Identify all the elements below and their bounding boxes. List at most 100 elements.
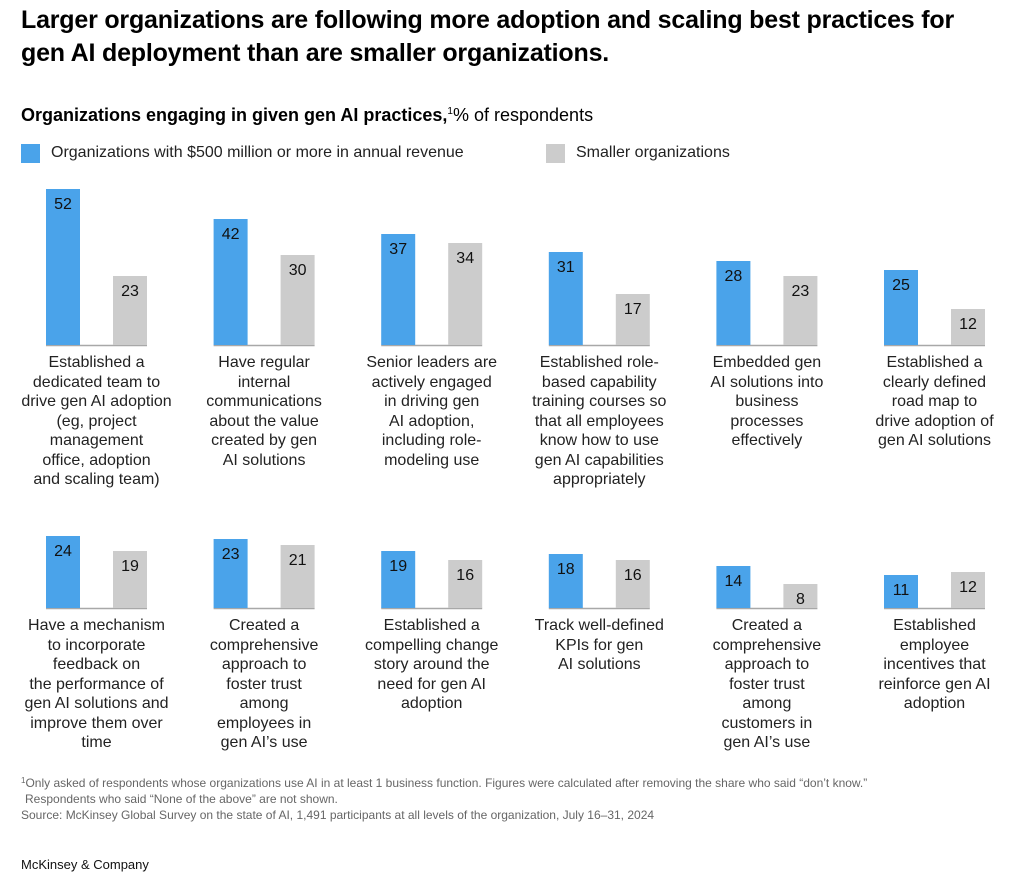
category-label-line: clearly defined bbox=[882, 373, 987, 391]
category-label-line: Created a bbox=[731, 617, 803, 634]
data-label: 28 bbox=[725, 268, 743, 285]
category-label: Created a comprehensive approach to foster … bbox=[687, 616, 847, 753]
category-label-line: compelling change bbox=[364, 636, 499, 654]
data-label: 23 bbox=[121, 283, 139, 300]
data-label: 25 bbox=[892, 277, 910, 294]
category-label: Created a comprehensive approach to foster … bbox=[184, 616, 344, 753]
data-label: 18 bbox=[557, 561, 575, 578]
footnote-1-text: Only asked of respondents whose organiza… bbox=[25, 776, 868, 790]
bar-large-orgs bbox=[548, 554, 583, 608]
category-label-line: AI solutions bbox=[222, 451, 306, 469]
category-label-line: in driving gen bbox=[384, 393, 480, 410]
category-label-line: actively engaged bbox=[371, 373, 492, 391]
category-label-line: time bbox=[81, 734, 112, 751]
category-label-line: Established a bbox=[48, 354, 145, 371]
footnotes: 1Only asked of respondents whose organiz… bbox=[21, 773, 867, 823]
category-label: Established role-based capability trainin… bbox=[519, 353, 679, 490]
data-label: 14 bbox=[725, 573, 743, 590]
category-label: Established a dedicated team to drive gen … bbox=[17, 353, 177, 490]
category-label-line: Have a mechanism bbox=[28, 617, 165, 634]
category-label-line: drive adoption of bbox=[875, 412, 994, 430]
data-label: 24 bbox=[54, 543, 72, 560]
category-label: Established employee incentives that reinfo… bbox=[855, 616, 1015, 714]
category-label-line: management bbox=[49, 432, 144, 449]
data-label: 30 bbox=[289, 262, 307, 279]
category-label-line: appropriately bbox=[553, 471, 646, 488]
category-label-line: Established a bbox=[886, 354, 983, 371]
category-label-line: story around the bbox=[373, 656, 490, 673]
bar-smaller-orgs bbox=[951, 572, 985, 608]
category-label-line: foster trust bbox=[729, 675, 805, 693]
bar-smaller-orgs bbox=[783, 584, 818, 608]
data-label: 23 bbox=[792, 283, 810, 300]
category-label: Have a mechanism to incorporate feedback o… bbox=[17, 616, 177, 753]
source-note: Source: McKinsey Global Survey on the st… bbox=[21, 808, 655, 822]
category-label: Established a clearly defined road map to d… bbox=[855, 353, 1015, 451]
chart-subtitle: Organizations engaging in given gen AI p… bbox=[21, 100, 593, 127]
category-label-line: AI adoption, bbox=[388, 412, 475, 430]
category-label-line: created by gen bbox=[211, 432, 318, 449]
category-label-line: employees in bbox=[216, 714, 312, 732]
bar-large-orgs bbox=[884, 575, 918, 608]
bar-smaller-orgs bbox=[615, 294, 650, 345]
data-label: 23 bbox=[222, 546, 240, 563]
category-label-line: dedicated team to bbox=[32, 373, 161, 391]
category-label-line: based capability bbox=[541, 373, 657, 391]
category-label-line: gen AI solutions bbox=[878, 432, 991, 449]
category-label-line: customers in bbox=[721, 714, 813, 732]
legend-label-smaller-orgs: Smaller organizations bbox=[576, 144, 730, 161]
category-label-line: among bbox=[239, 695, 289, 712]
category-label-line: AI solutions bbox=[557, 656, 641, 673]
data-label: 42 bbox=[222, 226, 240, 243]
category-label-line: Established role- bbox=[539, 354, 659, 371]
category-label-line: office, adoption bbox=[42, 451, 151, 469]
chart-title: Larger organizations are following more … bbox=[21, 6, 954, 67]
category-label-line: that all employees bbox=[534, 412, 664, 430]
category-label-line: Track well-defined bbox=[534, 617, 664, 634]
category-label-line: about the value bbox=[209, 412, 319, 430]
bar-large-orgs bbox=[381, 234, 416, 345]
category-label-line: among bbox=[742, 695, 792, 712]
category-label-line: modeling use bbox=[384, 451, 480, 469]
data-label: 8 bbox=[796, 591, 805, 608]
data-label: 37 bbox=[389, 241, 407, 258]
category-label-line: drive gen AI adoption bbox=[21, 393, 172, 410]
category-label-line: gen AI’s use bbox=[220, 734, 308, 751]
category-label: Senior leaders are actively engaged in dri… bbox=[352, 353, 512, 470]
category-label-line: improve them over bbox=[30, 714, 163, 732]
category-label-line: foster trust bbox=[226, 675, 302, 693]
category-label-line: Embedded gen bbox=[712, 354, 822, 371]
bar-smaller-orgs bbox=[951, 309, 985, 345]
category-label: Track well-defined KPIs for gen AI solutio… bbox=[519, 616, 679, 675]
data-label: 16 bbox=[456, 567, 474, 584]
category-label-line: and scaling team) bbox=[33, 471, 160, 488]
data-label: 52 bbox=[54, 196, 72, 213]
category-label-line: gen AI solutions and bbox=[24, 695, 169, 712]
category-label-line: KPIs for gen bbox=[555, 636, 644, 654]
category-label-line: comprehensive bbox=[712, 636, 822, 654]
category-label-line: Have regular bbox=[218, 354, 310, 371]
category-label: Have regular internal communications about … bbox=[184, 353, 344, 470]
footnote-1: 1Only asked of respondents whose organiz… bbox=[21, 776, 867, 790]
category-label-line: Established bbox=[893, 617, 976, 634]
category-label-line: communications bbox=[206, 393, 322, 410]
data-label: 16 bbox=[624, 567, 642, 584]
category-label-line: the performance of bbox=[29, 675, 164, 693]
category-label-line: to incorporate bbox=[47, 636, 146, 654]
category-label-line: Senior leaders are bbox=[366, 354, 498, 371]
brand-logo-text: McKinsey & Company bbox=[21, 857, 149, 872]
legend-label-large-orgs: Organizations with $500 million or more … bbox=[51, 144, 464, 161]
data-label: 31 bbox=[557, 259, 575, 276]
category-label-line: Established a bbox=[383, 617, 480, 634]
category-label-line: including role- bbox=[381, 432, 482, 449]
category-label-line: gen AI capabilities bbox=[534, 451, 664, 469]
bar-large-orgs bbox=[46, 536, 80, 608]
bar-smaller-orgs bbox=[448, 560, 483, 608]
category-label-line: (eg, project bbox=[56, 412, 137, 430]
data-label: 34 bbox=[456, 250, 474, 267]
data-label: 21 bbox=[289, 552, 307, 569]
category-label-line: AI solutions into bbox=[710, 373, 824, 391]
footnote-marker: 1 bbox=[447, 106, 453, 117]
category-label-line: know how to use bbox=[539, 432, 659, 449]
bar-large-orgs bbox=[46, 189, 80, 345]
